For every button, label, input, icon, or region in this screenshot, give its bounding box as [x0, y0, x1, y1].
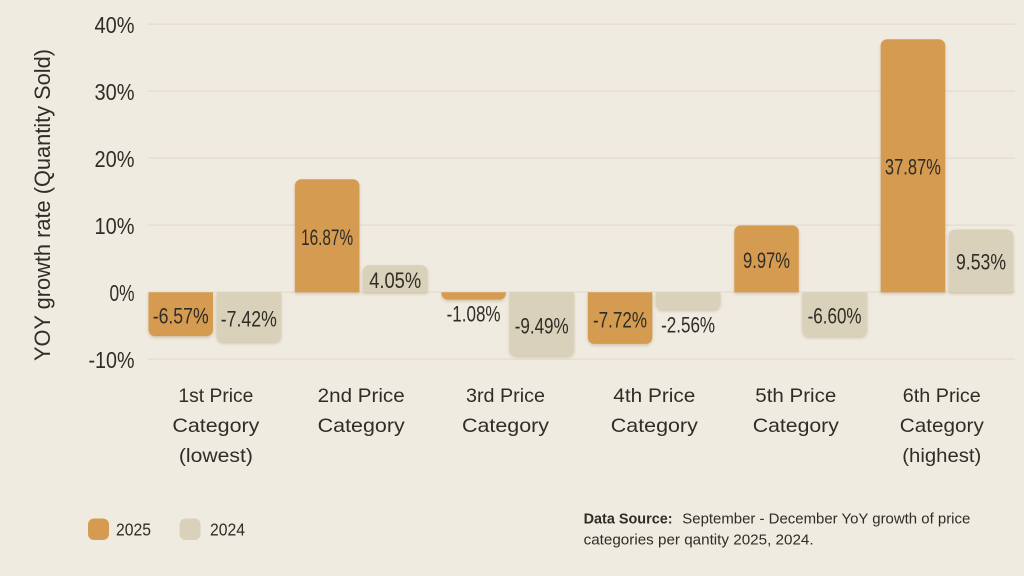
svg-text:40%: 40% [95, 12, 135, 38]
svg-text:2025: 2025 [116, 520, 151, 540]
svg-text:37.87%: 37.87% [885, 155, 941, 180]
svg-text:Category: Category [900, 415, 984, 437]
svg-text:6th Price: 6th Price [903, 385, 981, 407]
svg-text:(highest): (highest) [902, 445, 981, 467]
svg-text:3rd Price: 3rd Price [466, 385, 545, 407]
svg-text:4th Price: 4th Price [613, 385, 695, 407]
svg-text:-1.08%: -1.08% [447, 302, 501, 327]
svg-text:4.05%: 4.05% [369, 268, 421, 293]
svg-text:16.87%: 16.87% [301, 225, 353, 250]
svg-text:September - December YoY growt: September - December YoY growth of price [682, 512, 970, 528]
svg-text:Data Source:: Data Source: [584, 512, 673, 528]
svg-text:Category: Category [172, 415, 259, 437]
svg-text:-6.57%: -6.57% [153, 304, 209, 329]
svg-text:categories per qantity 2025, 2: categories per qantity 2025, 2024. [584, 533, 814, 549]
svg-text:0%: 0% [110, 280, 135, 306]
svg-text:2nd Price: 2nd Price [318, 385, 405, 407]
svg-text:-9.49%: -9.49% [515, 314, 569, 339]
svg-text:Category: Category [611, 415, 698, 437]
svg-text:2024: 2024 [210, 520, 245, 540]
svg-text:9.53%: 9.53% [956, 250, 1006, 275]
svg-text:20%: 20% [95, 146, 135, 172]
svg-text:30%: 30% [95, 79, 135, 105]
svg-text:Category: Category [318, 415, 405, 437]
svg-text:(lowest): (lowest) [179, 445, 253, 467]
svg-text:-10%: -10% [89, 347, 135, 373]
svg-text:-7.72%: -7.72% [593, 308, 647, 333]
svg-text:-2.56%: -2.56% [661, 312, 715, 337]
svg-text:-7.42%: -7.42% [221, 307, 277, 332]
svg-text:5th Price: 5th Price [755, 385, 836, 407]
svg-text:-6.60%: -6.60% [808, 304, 862, 329]
svg-text:1st Price: 1st Price [178, 385, 253, 407]
svg-text:Category: Category [753, 415, 839, 437]
svg-text:10%: 10% [95, 213, 135, 239]
svg-text:YOY growth rate (Quantity Sold: YOY growth rate (Quantity Sold) [30, 49, 55, 361]
svg-text:9.97%: 9.97% [743, 248, 790, 273]
svg-text:Category: Category [462, 415, 549, 437]
